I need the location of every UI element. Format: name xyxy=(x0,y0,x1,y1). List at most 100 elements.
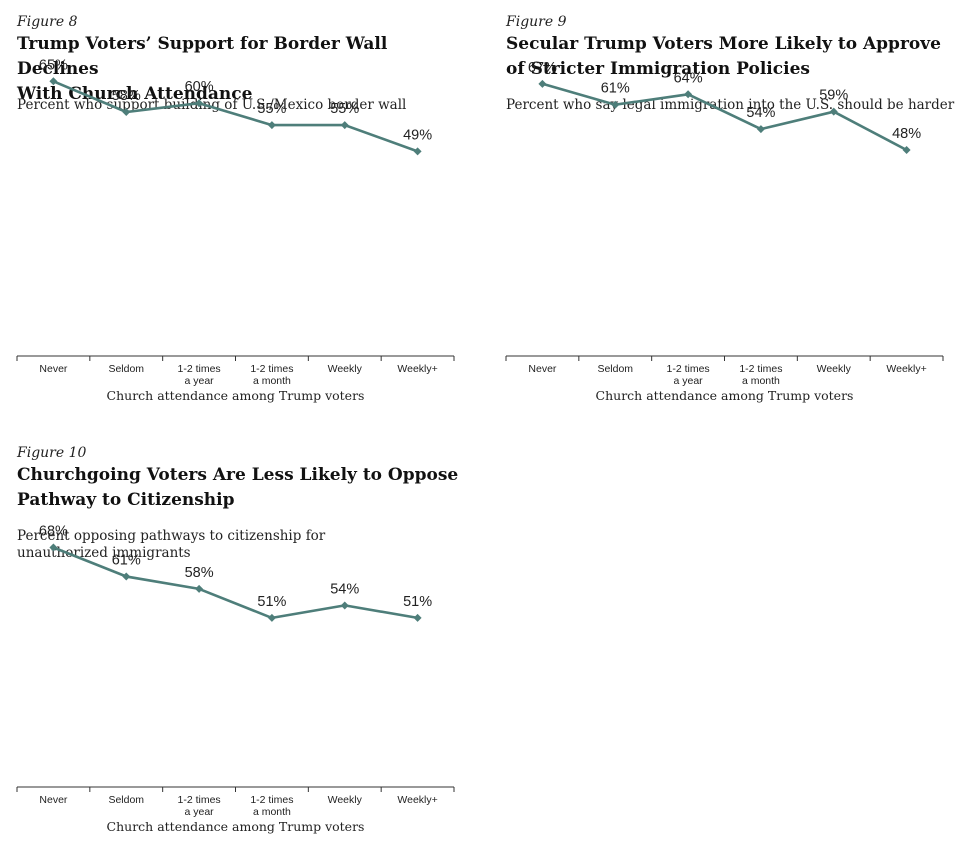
x-tick-label: Weekly+ xyxy=(886,363,926,375)
data-point xyxy=(756,125,765,134)
data-point xyxy=(122,107,131,116)
chart-title: Trump Voters’ Support for Border Wall De… xyxy=(17,32,467,107)
series-line xyxy=(542,82,908,152)
x-tick-label-line: Weekly+ xyxy=(397,363,437,375)
x-tick-label: Never xyxy=(39,363,68,375)
data-label: 49% xyxy=(403,127,432,143)
x-tick-label-line: Never xyxy=(39,363,68,375)
x-tick-label-line: a month xyxy=(253,375,291,387)
data-point xyxy=(122,572,131,581)
x-tick-label: Weekly xyxy=(328,794,363,806)
data-label: 48% xyxy=(892,126,921,142)
x-tick-label-line: Weekly+ xyxy=(886,363,926,375)
x-tick-label: Never xyxy=(39,794,68,806)
series-line xyxy=(52,80,419,153)
x-tick-label: Weekly xyxy=(817,363,852,375)
data-label: 54% xyxy=(330,581,359,597)
chart-title-line: With Church Attendance xyxy=(17,84,253,104)
data-label: 59% xyxy=(819,88,848,104)
data-label: 58% xyxy=(112,88,141,104)
chart-subtitle: Percent who support building of U.S./Mex… xyxy=(17,97,406,114)
line-chart: 68%61%58%51%54%51%Never Seldom 1-2 times a … xyxy=(16,523,455,834)
x-tick-label-line: Weekly xyxy=(328,794,363,806)
x-tick-label-line: a month xyxy=(742,375,780,387)
chart-subtitle: Percent who say legal immigration into t… xyxy=(506,97,954,114)
chart-subtitle-line: unauthorized immigrants xyxy=(17,545,191,561)
data-label: 61% xyxy=(601,81,630,97)
data-label: 58% xyxy=(185,565,214,581)
chart-title-line: Secular Trump Voters More Likely to Appr… xyxy=(506,34,941,54)
x-tick-label-line: a year xyxy=(184,806,214,818)
data-label: 51% xyxy=(403,594,432,610)
x-tick-label: Never xyxy=(528,363,557,375)
line-chart: 65%58%60%55% 55%49%Never Seldom 1-2 times a … xyxy=(16,57,455,403)
line-chart: 67%61%64%54%59%48%Never Seldom 1-2 times a … xyxy=(505,60,944,403)
chart-subtitle-line: Percent who say legal immigration into t… xyxy=(506,97,955,113)
data-label: 64% xyxy=(674,70,703,86)
data-label: 51% xyxy=(257,594,286,610)
x-tick-label: Seldom xyxy=(108,363,144,375)
data-point xyxy=(902,145,911,154)
data-point xyxy=(829,107,838,116)
x-tick-label-line: a month xyxy=(253,806,291,818)
figure-number: Figure 10 xyxy=(17,445,87,461)
figure-number: Figure 8 xyxy=(17,14,78,30)
x-tick-label-line: Never xyxy=(528,363,557,375)
x-tick-label: Seldom xyxy=(108,794,144,806)
x-tick-label-line: Seldom xyxy=(597,363,633,375)
x-tick-label-line: a year xyxy=(673,375,703,387)
chart-title-line: Churchgoing Voters Are Less Likely to Op… xyxy=(17,465,459,485)
x-tick-label: Seldom xyxy=(597,363,633,375)
data-point xyxy=(413,613,422,622)
x-tick-label-line: Seldom xyxy=(108,794,144,806)
chart-subtitle-line: Percent who support building of U.S./Mex… xyxy=(17,97,407,113)
x-tick-label-line: 1-2 times xyxy=(739,363,782,375)
data-label: 54% xyxy=(746,105,775,121)
figure-number: Figure 9 xyxy=(506,14,567,30)
chart-subtitle-line: Percent opposing pathways to citizenship… xyxy=(17,528,326,544)
data-point xyxy=(538,79,547,88)
x-tick-label: Weekly xyxy=(328,363,363,375)
data-point xyxy=(340,601,349,610)
data-point xyxy=(413,147,422,156)
data-point xyxy=(49,543,58,552)
figure-10-panel: Figure 10 Churchgoing Voters Are Less Li… xyxy=(16,445,467,840)
figure-9-panel: Figure 9 Secular Trump Voters More Likel… xyxy=(505,14,956,404)
data-label: 55% xyxy=(257,101,286,117)
x-tick-label-line: Weekly xyxy=(328,363,363,375)
series-line xyxy=(52,546,418,620)
x-tick-label: Weekly+ xyxy=(397,794,437,806)
data-point xyxy=(611,100,620,109)
data-point xyxy=(340,121,349,130)
x-tick-label: 1-2 times a year xyxy=(177,794,220,818)
data-point xyxy=(267,613,276,622)
data-point xyxy=(267,121,276,130)
x-tick-label: Weekly+ xyxy=(397,363,437,375)
x-tick-label-line: Never xyxy=(39,794,68,806)
chart-title: Secular Trump Voters More Likely to Appr… xyxy=(506,32,956,82)
x-axis-title: Church attendance among Trump voters xyxy=(107,388,365,403)
data-label: 68% xyxy=(39,523,68,539)
x-tick-label-line: 1-2 times xyxy=(250,363,293,375)
data-label: 61% xyxy=(112,552,141,568)
x-tick-label: 1-2 times a year xyxy=(177,363,220,387)
x-tick-label-line: 1-2 times xyxy=(177,363,220,375)
x-tick-label: 1-2 times a month xyxy=(250,363,293,387)
chart-title-line: Trump Voters’ Support for Border Wall De… xyxy=(17,34,388,79)
data-point xyxy=(49,77,58,86)
x-tick-label-line: 1-2 times xyxy=(250,794,293,806)
data-point xyxy=(195,99,204,108)
x-tick-label-line: 1-2 times xyxy=(177,794,220,806)
x-tick-label-line: a year xyxy=(184,375,214,387)
data-label: 67% xyxy=(528,60,557,76)
x-tick-label: 1-2 times a year xyxy=(666,363,709,387)
x-tick-label: 1-2 times a month xyxy=(739,363,782,387)
data-point xyxy=(684,90,693,99)
figure-8-panel: Figure 8 Trump Voters’ Support for Borde… xyxy=(16,14,467,404)
data-label: 55% xyxy=(330,101,359,117)
x-tick-label-line: Weekly xyxy=(817,363,852,375)
x-tick-label-line: Weekly+ xyxy=(397,794,437,806)
chart-title-line: Pathway to Citizenship xyxy=(17,490,235,510)
chart-title: Churchgoing Voters Are Less Likely to Op… xyxy=(17,463,467,513)
x-axis-title: Church attendance among Trump voters xyxy=(107,819,365,834)
